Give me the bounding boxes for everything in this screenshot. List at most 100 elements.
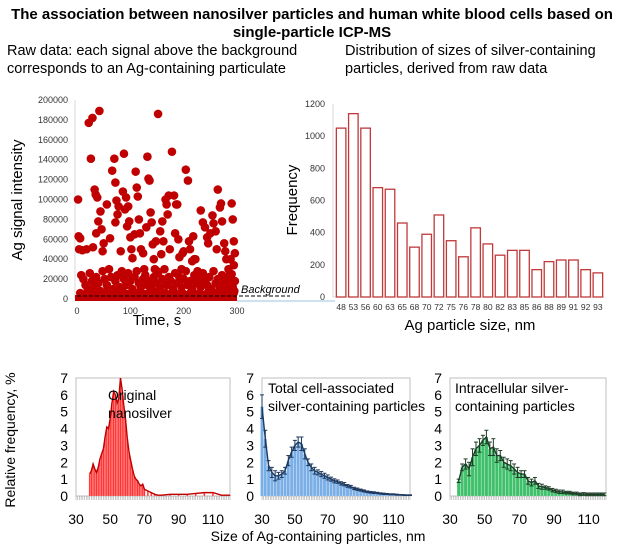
- distribution-bar: [322, 475, 327, 497]
- y-tick-label: 0: [246, 488, 254, 504]
- histogram-x-tick-label: 89: [556, 302, 566, 312]
- total-annotation-line1: Total cell-associated: [268, 380, 394, 396]
- x-tick-label: 50: [287, 511, 303, 527]
- scatter-point: [165, 244, 175, 254]
- scatter-point: [217, 217, 227, 226]
- histogram-x-label: Ag particle size, nm: [405, 317, 536, 334]
- distribution-bar: [105, 426, 108, 497]
- histogram-x-tick-label: 92: [581, 302, 591, 312]
- histogram-bar: [433, 214, 445, 298]
- x-tick-label: 70: [320, 511, 336, 527]
- histogram-bar: [543, 260, 555, 298]
- histogram-y-tick-label: 400: [310, 228, 325, 238]
- scatter-point: [209, 219, 218, 228]
- histogram-x-tick-label: 82: [495, 302, 505, 312]
- scatter-point: [230, 248, 240, 258]
- histogram-x-tick-label: 60: [373, 302, 383, 312]
- x-tick-label: 90: [171, 511, 187, 527]
- histogram-bar: [592, 272, 604, 298]
- histogram-x-tick-label: 83: [508, 302, 518, 312]
- distribution-bar: [309, 467, 314, 497]
- scatter-point: [113, 210, 122, 219]
- scatter-point: [111, 218, 120, 227]
- distribution-bar: [316, 472, 320, 497]
- histogram-bar: [568, 259, 579, 298]
- scatter-point: [211, 227, 220, 236]
- bottom-x-label: Size of Ag-containing particles, nm: [211, 528, 426, 544]
- scatter-chart: 0200004000060000800001000001200001400001…: [9, 95, 335, 329]
- scatter-point: [122, 222, 132, 231]
- histogram-y-ticks: 0 200 400 600 800 1000 1200: [305, 99, 325, 302]
- scatter-y-tick-label: 200000: [38, 95, 68, 105]
- scatter-point: [97, 225, 106, 234]
- histogram-chart: 0 200 400 600 800 1000 1200 48 53 56 60 63 65 68 70 72…: [284, 99, 604, 334]
- distribution-bar: [97, 467, 100, 497]
- scatter-point: [229, 260, 239, 270]
- y-tick-label: 5: [434, 404, 442, 420]
- scatter-y-tick-label: 0: [63, 294, 68, 304]
- histogram-bar: [347, 113, 359, 298]
- histogram-bar: [531, 269, 543, 298]
- x-tick-label: 90: [353, 511, 369, 527]
- scatter-point: [160, 264, 169, 274]
- histogram-y-tick-label: 1000: [305, 131, 325, 141]
- scatter-y-tick-label: 80000: [43, 214, 68, 224]
- y-tick-label: 4: [60, 421, 68, 437]
- scatter-point: [208, 211, 217, 220]
- figure-title-line1: The association between nanosilver parti…: [11, 6, 613, 23]
- histogram-bar: [506, 249, 518, 298]
- histogram-bar: [555, 259, 567, 298]
- scatter-point: [94, 278, 103, 288]
- histogram-bar: [445, 240, 457, 298]
- scatter-point: [151, 236, 161, 246]
- scatter-points: [73, 106, 240, 300]
- scatter-y-tick-label: 140000: [38, 155, 68, 165]
- y-tick-label: 1: [60, 471, 68, 487]
- scatter-point: [111, 178, 120, 187]
- distribution-bar: [107, 428, 110, 497]
- histogram-y-label: Frequency: [284, 164, 301, 235]
- scatter-point: [99, 238, 108, 248]
- histogram-y-tick-label: 200: [310, 260, 325, 270]
- scatter-x-ticks: 0 100 200 300: [74, 306, 244, 316]
- scatter-point: [169, 191, 179, 200]
- histogram-bar: [384, 188, 396, 298]
- scatter-point: [105, 234, 115, 243]
- total-annotation-line2: silver-containing particles: [268, 398, 425, 414]
- scatter-point: [123, 202, 133, 211]
- y-tick-label: 3: [434, 437, 442, 453]
- scatter-point: [181, 165, 191, 174]
- distribution-bar: [102, 448, 105, 497]
- scatter-point: [92, 193, 102, 202]
- right-caption-line1: Distribution of sizes of silver-containi…: [345, 43, 596, 59]
- scatter-y-tick-label: 100000: [38, 195, 68, 205]
- distribution-bar: [306, 462, 310, 497]
- scatter-point: [227, 269, 236, 279]
- distribution-bar: [299, 443, 304, 497]
- x-tick-label: 90: [546, 511, 562, 527]
- scatter-point: [167, 147, 177, 157]
- x-tick-label: 50: [477, 511, 493, 527]
- distribution-bar: [481, 440, 485, 497]
- scatter-point: [212, 244, 222, 254]
- histogram-x-tick-label: 65: [398, 302, 408, 312]
- x-tick-label: 50: [102, 511, 118, 527]
- distribution-bar: [477, 445, 482, 497]
- scatter-point: [73, 195, 83, 204]
- scatter-point: [132, 266, 142, 276]
- scatter-x-tick-label: 300: [229, 306, 244, 316]
- scatter-point: [146, 208, 155, 217]
- scatter-point: [107, 166, 117, 175]
- scatter-point: [220, 246, 230, 256]
- scatter-point: [135, 229, 145, 238]
- distribution-bar: [456, 480, 461, 497]
- y-tick-label: 2: [434, 454, 442, 470]
- scatter-y-tick-label: 160000: [38, 135, 68, 145]
- scatter-point: [133, 192, 143, 201]
- scatter-point: [134, 215, 144, 224]
- scatter-point: [163, 210, 172, 219]
- scatter-point: [149, 254, 159, 264]
- y-tick-label: 7: [434, 370, 442, 386]
